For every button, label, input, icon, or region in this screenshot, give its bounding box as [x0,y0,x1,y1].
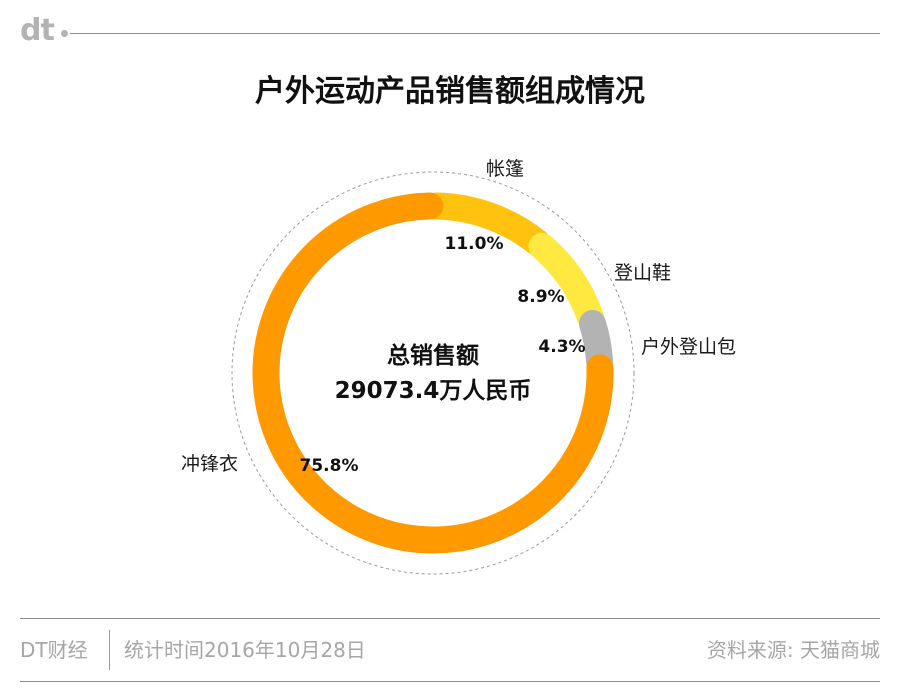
percent-label-3: 4.3% [538,337,585,357]
donut-segments [252,192,614,554]
center-label: 总销售额 [387,342,479,369]
dt-logo: dt [20,13,55,48]
outer-dashed-ring [231,171,635,575]
footer-rule-bottom [20,681,880,682]
header-rule [70,33,880,34]
category-label-2: 登山鞋 [614,262,671,284]
footer-date: 统计时间2016年10月28日 [124,638,366,662]
category-label-3: 户外登山包 [641,336,736,358]
footer-rule-top [20,618,880,619]
footer-brand: DT财经 [20,638,88,662]
percent-label-2: 8.9% [517,287,564,307]
footer-divider [109,630,110,670]
percent-label-4: 75.8% [300,456,359,476]
category-label-4: 冲锋衣 [181,453,238,475]
header-bar: dt [0,0,900,60]
donut-segment-2 [528,232,604,331]
donut-segment-1 [422,192,551,256]
footer-source: 资料来源: 天猫商城 [706,638,880,662]
percent-labels: 11.0% 8.9% 4.3% 75.8% [300,234,586,476]
chart-title: 户外运动产品销售额组成情况 [255,74,645,109]
center-value: 29073.4万人民币 [335,378,532,404]
logo-dot [61,30,68,37]
category-label-1: 帐篷 [486,158,524,180]
donut-segment-4 [252,192,614,554]
percent-label-1: 11.0% [445,234,504,254]
